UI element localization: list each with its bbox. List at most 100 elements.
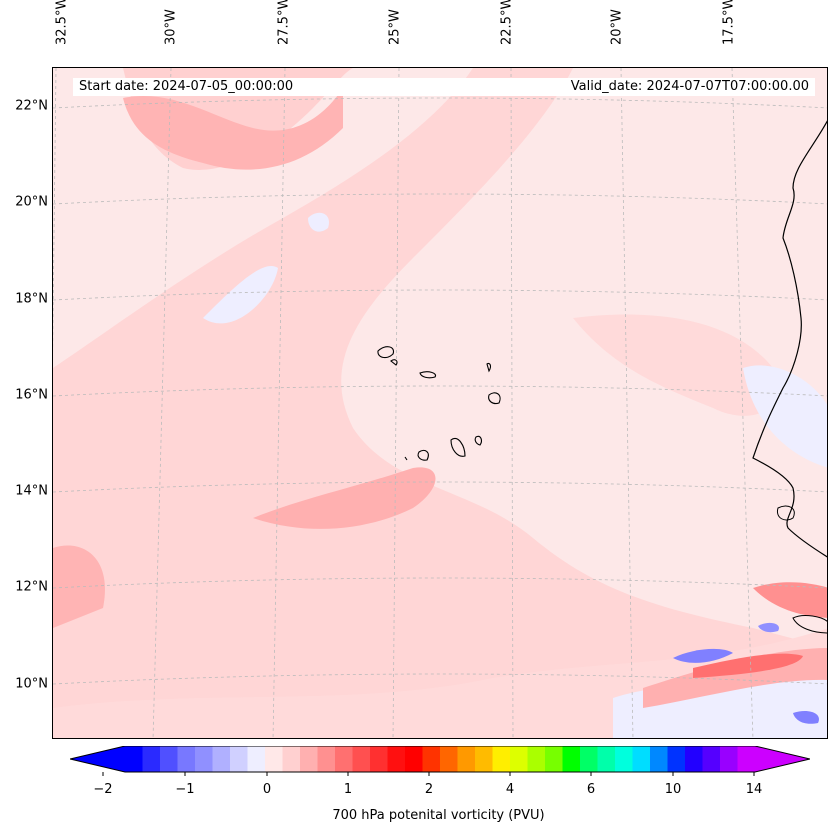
colorbar-cell <box>685 746 703 772</box>
island-sao-vicente <box>390 359 398 366</box>
lon-label-32-5w: 32.5°W <box>54 0 70 45</box>
colorbar-cell <box>475 746 493 772</box>
colorbar-tick-label: 2 <box>424 782 434 797</box>
lon-label-30w: 30°W <box>163 9 179 45</box>
colorbar-under-arrow <box>70 746 125 772</box>
colorbar-cell <box>457 746 476 772</box>
colorbar-title: 700 hPa potenital vorticity (PVU) <box>332 808 545 823</box>
colorbar-cell <box>440 746 458 772</box>
map-panel[interactable]: Start date: 2024-07-05_00:00:00 Valid_da… <box>52 67 828 739</box>
colorbar-cell <box>212 746 231 772</box>
colorbar-tick-label: 14 <box>745 782 763 797</box>
island-boa-vista <box>488 392 501 405</box>
lat-label-12n: 12°N <box>15 579 48 595</box>
colorbar-outline <box>70 746 810 773</box>
field-neg-2 <box>308 212 329 232</box>
colorbar-cell <box>352 746 371 772</box>
field-neg-4 <box>613 668 827 738</box>
colorbar-over-arrow <box>755 746 810 772</box>
lat-label-10n: 10°N <box>15 676 48 692</box>
colorbar-cell <box>282 746 301 772</box>
island-sal <box>486 362 492 373</box>
colorbar-cell <box>142 746 161 772</box>
colorbar-tick-label: 6 <box>586 782 596 797</box>
colorbar-cell <box>632 746 651 772</box>
lon-label-20w: 20°W <box>609 9 625 45</box>
colorbar-cell <box>247 746 266 772</box>
field-patch-central <box>253 467 436 529</box>
colorbar-cell <box>195 746 213 772</box>
coastline-bijagos <box>776 505 795 521</box>
lon-label-25w: 25°W <box>387 9 403 45</box>
colorbar-cell <box>387 746 406 772</box>
colorbar-cell <box>527 746 546 772</box>
gridline-lon-20 <box>620 68 634 738</box>
colorbar-tick-label: −2 <box>93 782 113 797</box>
lat-label-16n: 16°N <box>15 387 48 403</box>
colorbar-cell <box>335 746 353 772</box>
colorbar-tick-label: −1 <box>175 782 195 797</box>
gridline-lat-10 <box>53 673 827 685</box>
gridline-lat-12 <box>53 577 827 589</box>
colorbar-tick-label: 0 <box>262 782 272 797</box>
colorbar-cell <box>492 746 511 772</box>
colorbar-cell <box>422 746 441 772</box>
colorbar-cell <box>545 746 563 772</box>
lat-label-18n: 18°N <box>15 291 48 307</box>
island-sao-nicolau <box>419 371 437 379</box>
colorbar-cells <box>125 746 756 772</box>
vorticity-field <box>53 68 827 738</box>
lat-label-20n: 20°N <box>15 194 48 210</box>
gridline-lon-30 <box>152 68 172 738</box>
valid-date-label: Valid_date: 2024-07-07T07:00:00.00 <box>543 78 815 96</box>
field-strong-neg-2 <box>758 622 779 633</box>
lon-label-27-5w: 27.5°W <box>276 0 292 45</box>
colorbar-cell <box>737 746 756 772</box>
gridline-lat-18 <box>53 289 827 301</box>
colorbar-cell <box>720 746 738 772</box>
field-strong-neg-3 <box>793 711 819 724</box>
colorbar-cell <box>405 746 423 772</box>
gridline-lat-22 <box>53 97 827 109</box>
gridline-lon-25 <box>392 68 400 738</box>
island-maio <box>474 435 482 446</box>
island-fogo <box>417 449 429 461</box>
gridline-lon-17-5 <box>731 68 754 738</box>
colorbar-cell <box>667 746 686 772</box>
colorbar-tick-label: 4 <box>505 782 515 797</box>
colorbar-tick-label: 10 <box>664 782 682 797</box>
colorbar-cell <box>160 746 178 772</box>
lat-label-22n: 22°N <box>15 98 48 114</box>
colorbar-cell <box>317 746 336 772</box>
colorbar-cell <box>597 746 616 772</box>
cape-verde-islands <box>377 346 501 461</box>
gridline-lon-22-5 <box>510 68 514 738</box>
colorbar-cell <box>615 746 633 772</box>
colorbar-cell <box>230 746 248 772</box>
field-patch-east <box>573 314 779 416</box>
gridline-lat-16 <box>53 385 827 397</box>
field-neg-1 <box>203 266 278 324</box>
field-strong-neg-1 <box>673 648 733 663</box>
colorbar-cell <box>650 746 668 772</box>
start-date-label: Start date: 2024-07-05_00:00:00 <box>73 78 569 96</box>
lon-label-17-5w: 17.5°W <box>721 0 737 45</box>
lon-label-22-5w: 22.5°W <box>499 0 515 45</box>
field-neg-3 <box>743 365 827 468</box>
island-santo-antao <box>377 346 395 359</box>
field-strong-east <box>753 582 827 618</box>
colorbar-cell <box>702 746 721 772</box>
colorbar-cell <box>177 746 196 772</box>
colorbar-tick-label: 1 <box>343 782 353 797</box>
colorbar-tick-marks <box>102 772 755 776</box>
gridline-lat-14 <box>53 481 827 493</box>
colorbar <box>70 746 810 776</box>
gridline-lat-20 <box>53 193 827 205</box>
colorbar-cell <box>265 746 283 772</box>
island-brava <box>404 456 408 461</box>
colorbar-cell <box>562 746 581 772</box>
field-patch-north-core <box>123 88 343 170</box>
lat-label-14n: 14°N <box>15 483 48 499</box>
colorbar-cell <box>510 746 528 772</box>
colorbar-cell <box>370 746 388 772</box>
